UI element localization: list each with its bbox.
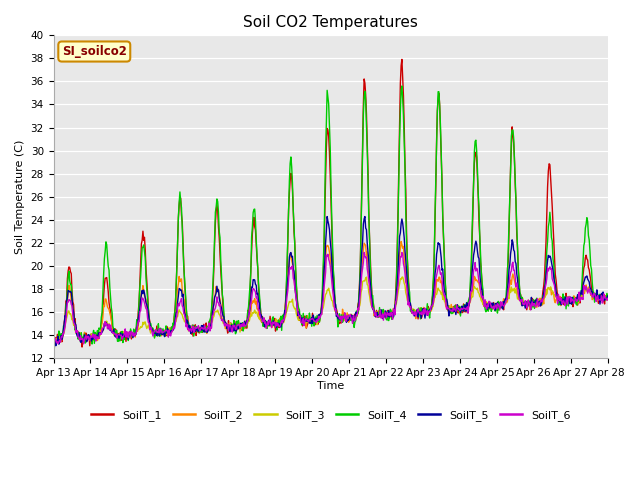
SoilT_4 — [604, 295, 612, 301]
SoilT_4 — [399, 113, 407, 119]
SoilT_6 — [203, 327, 211, 333]
SoilT_3 — [399, 274, 406, 280]
SoilT_2 — [60, 319, 68, 325]
Line: SoilT_6: SoilT_6 — [54, 252, 608, 344]
SoilT_6 — [50, 340, 58, 346]
SoilT_3 — [50, 338, 58, 344]
SoilT_5 — [361, 214, 369, 219]
SoilT_1 — [50, 341, 58, 347]
SoilT_3 — [399, 276, 407, 282]
SoilT_2 — [604, 292, 612, 298]
Y-axis label: Soil Temperature (C): Soil Temperature (C) — [15, 140, 25, 254]
SoilT_2 — [399, 243, 407, 249]
SoilT_1 — [60, 331, 67, 336]
SoilT_5 — [174, 299, 182, 305]
SoilT_5 — [52, 343, 60, 348]
SoilT_3 — [60, 329, 68, 335]
SoilT_5 — [416, 310, 424, 316]
Line: SoilT_5: SoilT_5 — [54, 216, 608, 346]
SoilT_3 — [51, 338, 59, 344]
SoilT_5 — [399, 227, 407, 233]
SoilT_6 — [416, 311, 424, 316]
SoilT_1 — [174, 237, 182, 243]
X-axis label: Time: Time — [317, 381, 344, 391]
Text: SI_soilco2: SI_soilco2 — [62, 45, 127, 58]
SoilT_4 — [203, 324, 211, 330]
SoilT_3 — [174, 313, 182, 319]
SoilT_5 — [50, 338, 58, 344]
SoilT_4 — [60, 326, 68, 332]
Line: SoilT_1: SoilT_1 — [54, 60, 608, 347]
SoilT_3 — [416, 311, 424, 316]
SoilT_2 — [52, 339, 60, 345]
SoilT_5 — [203, 330, 211, 336]
SoilT_1 — [399, 93, 407, 98]
SoilT_1 — [203, 327, 211, 333]
SoilT_6 — [604, 296, 612, 301]
SoilT_6 — [80, 341, 88, 347]
SoilT_4 — [398, 83, 406, 89]
SoilT_4 — [174, 238, 182, 244]
SoilT_5 — [118, 333, 125, 338]
SoilT_3 — [203, 327, 211, 333]
SoilT_3 — [118, 333, 125, 338]
SoilT_5 — [604, 293, 612, 299]
SoilT_6 — [360, 250, 368, 255]
SoilT_5 — [60, 319, 68, 325]
SoilT_4 — [50, 340, 58, 346]
SoilT_4 — [51, 346, 58, 351]
Line: SoilT_3: SoilT_3 — [54, 277, 608, 341]
Line: SoilT_2: SoilT_2 — [54, 241, 608, 342]
SoilT_3 — [604, 292, 612, 298]
SoilT_2 — [397, 239, 405, 244]
SoilT_4 — [118, 331, 125, 336]
Title: Soil CO2 Temperatures: Soil CO2 Temperatures — [243, 15, 418, 30]
Line: SoilT_4: SoilT_4 — [54, 86, 608, 348]
SoilT_6 — [399, 261, 407, 266]
Legend: SoilT_1, SoilT_2, SoilT_3, SoilT_4, SoilT_5, SoilT_6: SoilT_1, SoilT_2, SoilT_3, SoilT_4, Soil… — [86, 406, 575, 425]
SoilT_4 — [416, 311, 424, 316]
SoilT_6 — [118, 332, 125, 338]
SoilT_2 — [50, 338, 58, 344]
SoilT_6 — [60, 331, 67, 337]
SoilT_1 — [398, 57, 406, 62]
SoilT_2 — [174, 286, 182, 292]
SoilT_2 — [203, 331, 211, 336]
SoilT_6 — [174, 305, 182, 311]
SoilT_2 — [118, 329, 125, 335]
SoilT_1 — [416, 310, 424, 315]
SoilT_1 — [604, 297, 612, 303]
SoilT_1 — [118, 337, 125, 343]
SoilT_2 — [416, 312, 424, 317]
SoilT_1 — [78, 344, 86, 350]
